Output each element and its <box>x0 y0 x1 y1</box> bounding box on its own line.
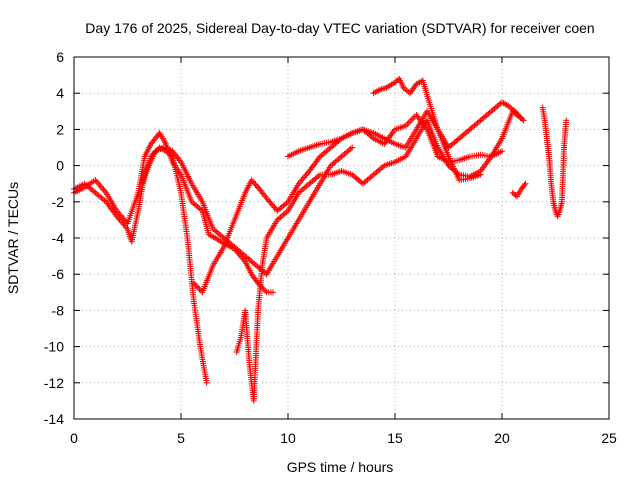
data-point <box>521 182 528 189</box>
series-track-5 <box>233 108 527 404</box>
data-point <box>299 175 306 182</box>
x-tick-label: 15 <box>387 430 403 446</box>
data-point <box>303 171 310 178</box>
y-tick-label: -6 <box>52 266 65 282</box>
data-point <box>408 116 415 123</box>
x-ticks: 0 5 10 15 20 25 <box>70 57 617 446</box>
data-point <box>252 181 259 188</box>
data-point <box>196 286 203 293</box>
data-point <box>251 179 258 186</box>
data-point <box>248 177 255 184</box>
data-point <box>268 201 275 208</box>
y-tick-label: -12 <box>44 375 64 391</box>
data-point <box>298 177 305 184</box>
data-point <box>99 184 106 191</box>
data-point <box>100 186 107 193</box>
series-track-8 <box>509 180 529 200</box>
data-point <box>563 117 570 124</box>
y-tick-label: 0 <box>56 158 64 174</box>
y-tick-label: 4 <box>56 85 64 101</box>
chart-title: Day 176 of 2025, Sidereal Day-to-day VTE… <box>85 20 594 36</box>
x-tick-label: 20 <box>494 430 510 446</box>
data-point <box>253 182 260 189</box>
plot-frame <box>73 56 610 420</box>
y-tick-label: 2 <box>56 121 64 137</box>
y-tick-label: -2 <box>52 194 65 210</box>
y-tick-label: 6 <box>56 49 64 65</box>
x-tick-label: 0 <box>70 430 78 446</box>
x-tick-label: 10 <box>280 430 296 446</box>
grid <box>74 57 609 419</box>
data-point <box>522 180 529 187</box>
y-tick-label: -4 <box>52 230 65 246</box>
data-point <box>301 174 308 181</box>
data-point <box>93 178 100 185</box>
data-point <box>477 171 484 178</box>
data-point <box>266 198 273 205</box>
data-point <box>410 115 417 122</box>
data-point <box>267 199 274 206</box>
series-track-3 <box>139 144 356 278</box>
data-point <box>270 203 277 210</box>
data-point <box>203 379 210 386</box>
x-axis-label: GPS time / hours <box>287 459 394 475</box>
series-track-9 <box>539 104 570 220</box>
y-tick-label: -8 <box>52 302 65 318</box>
series-track-2 <box>71 144 210 386</box>
data-point <box>192 281 199 288</box>
series-track-7 <box>370 75 484 184</box>
data-point <box>520 117 527 124</box>
data-point <box>249 178 256 185</box>
data-point <box>407 118 414 125</box>
data-points <box>71 75 570 404</box>
y-ticks: -14 -12 -10 -8 -6 -4 -2 0 2 4 6 <box>44 49 609 427</box>
data-point <box>270 289 277 296</box>
y-axis-label: SDTVAR / TECUs <box>5 182 21 294</box>
data-point <box>96 181 103 188</box>
x-tick-label: 25 <box>601 430 617 446</box>
data-point <box>349 144 356 151</box>
y-tick-label: -14 <box>44 411 64 427</box>
data-point <box>499 148 505 155</box>
x-tick-label: 5 <box>177 430 185 446</box>
data-point <box>97 183 104 190</box>
data-point <box>302 172 309 179</box>
data-point <box>405 119 412 126</box>
y-tick-label: -10 <box>44 339 64 355</box>
